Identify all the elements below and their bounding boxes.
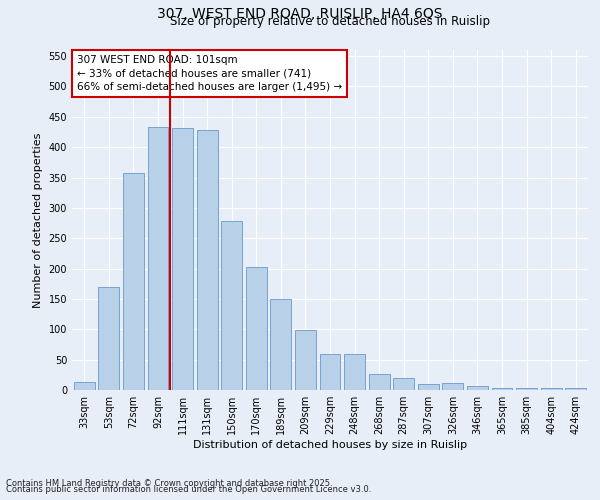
Bar bbox=[148, 127, 169, 390]
Y-axis label: Number of detached properties: Number of detached properties bbox=[33, 132, 43, 308]
Bar bbox=[197, 130, 218, 390]
Bar bbox=[565, 388, 586, 390]
Bar bbox=[221, 221, 242, 390]
Bar bbox=[74, 382, 95, 390]
Bar bbox=[516, 388, 537, 390]
Bar bbox=[393, 378, 414, 390]
Text: Contains HM Land Registry data © Crown copyright and database right 2025.: Contains HM Land Registry data © Crown c… bbox=[6, 478, 332, 488]
Bar bbox=[172, 128, 193, 390]
Bar bbox=[541, 388, 562, 390]
Text: 307 WEST END ROAD: 101sqm
← 33% of detached houses are smaller (741)
66% of semi: 307 WEST END ROAD: 101sqm ← 33% of detac… bbox=[77, 55, 342, 92]
Title: Size of property relative to detached houses in Ruislip: Size of property relative to detached ho… bbox=[170, 15, 490, 28]
X-axis label: Distribution of detached houses by size in Ruislip: Distribution of detached houses by size … bbox=[193, 440, 467, 450]
Bar bbox=[246, 268, 267, 390]
Bar bbox=[271, 299, 292, 390]
Text: Contains public sector information licensed under the Open Government Licence v3: Contains public sector information licen… bbox=[6, 485, 371, 494]
Bar bbox=[491, 388, 512, 390]
Bar bbox=[418, 384, 439, 390]
Bar bbox=[295, 330, 316, 390]
Bar bbox=[123, 174, 144, 390]
Bar bbox=[442, 382, 463, 390]
Bar bbox=[344, 354, 365, 390]
Bar bbox=[98, 287, 119, 390]
Bar bbox=[320, 354, 340, 390]
Bar bbox=[467, 386, 488, 390]
Text: 307, WEST END ROAD, RUISLIP, HA4 6QS: 307, WEST END ROAD, RUISLIP, HA4 6QS bbox=[157, 8, 443, 22]
Bar bbox=[368, 374, 389, 390]
